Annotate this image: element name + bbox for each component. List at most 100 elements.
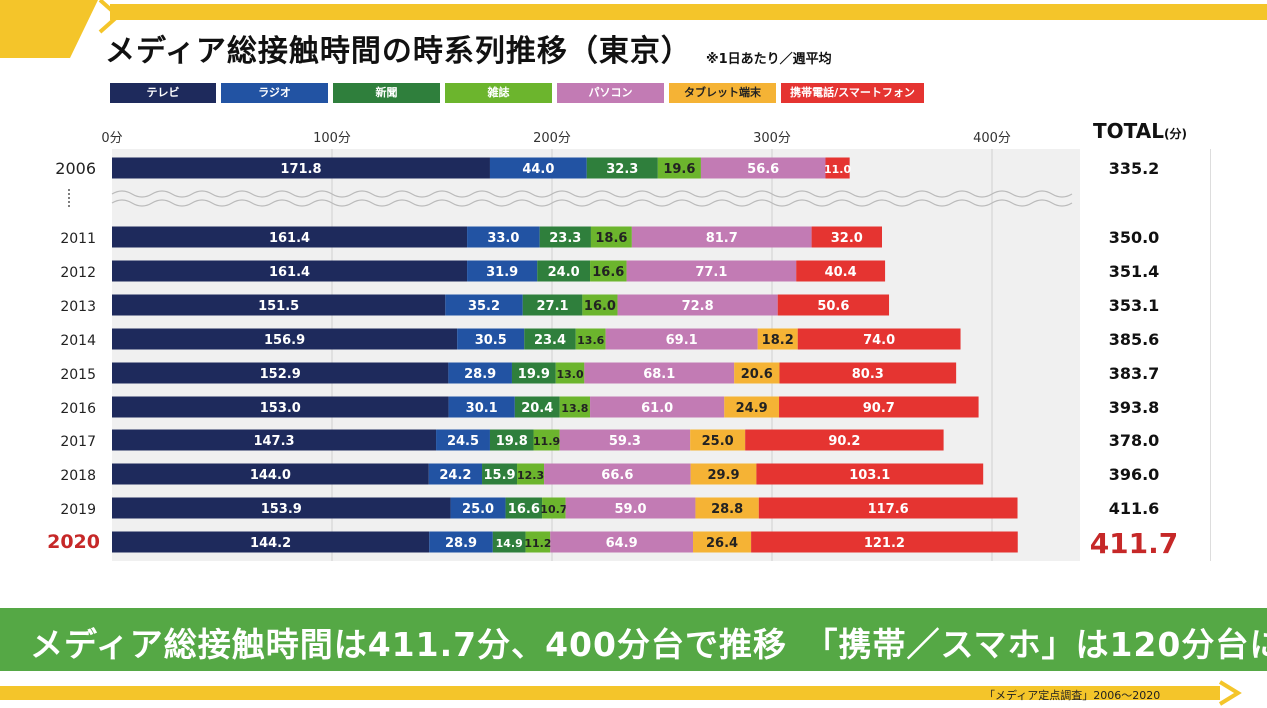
data-label: 144.2: [250, 536, 291, 551]
data-label: 90.7: [863, 401, 895, 416]
axis-break-line: [111, 190, 1073, 198]
data-label: 29.9: [707, 468, 739, 483]
total-value: 393.8: [1109, 398, 1160, 417]
data-label: 11.2: [524, 537, 551, 550]
data-label: 26.4: [706, 536, 738, 551]
data-label: 68.1: [643, 367, 675, 382]
chevron-right-icon: [1218, 680, 1242, 706]
data-label: 40.4: [825, 265, 857, 280]
summary-banner: [0, 608, 1267, 671]
bar-segment-pc: [605, 328, 758, 350]
bar-segment-magazine: [575, 328, 606, 350]
bar-segment-pc: [565, 497, 696, 519]
bar-segment-radio: [448, 396, 515, 418]
bar-segment-mobile: [745, 429, 944, 451]
legend-item-mobile: 携帯電話/スマートフォン: [781, 83, 924, 103]
year-label: 2012: [60, 265, 96, 281]
bar-segment-tv: [112, 362, 449, 384]
year-label: 2014: [60, 333, 96, 349]
total-value: 378.0: [1109, 431, 1160, 450]
year-label: 2018: [60, 468, 96, 484]
data-label: 161.4: [269, 265, 310, 280]
data-label: 19.8: [496, 434, 528, 449]
bar-segment-tablet: [693, 531, 752, 553]
data-label: 13.6: [577, 334, 604, 347]
bar-segment-radio: [436, 429, 490, 451]
bar-segment-radio: [450, 497, 506, 519]
total-header: TOTAL(分): [1093, 119, 1187, 143]
data-label: 156.9: [264, 333, 305, 348]
x-tick-label: 200分: [533, 131, 571, 146]
data-label: 77.1: [695, 265, 727, 280]
data-label: 152.9: [260, 367, 301, 382]
bar-segment-tv: [112, 157, 490, 179]
bar-segment-pc: [584, 362, 735, 384]
bar-segment-tv: [112, 294, 446, 316]
bar-segment-mobile: [779, 362, 957, 384]
data-label: 24.5: [447, 434, 479, 449]
total-value: 411.6: [1109, 499, 1160, 518]
data-label: 25.0: [462, 502, 494, 517]
data-label: 32.3: [606, 162, 638, 177]
bar-segment-tablet: [690, 463, 757, 485]
bar-segment-radio: [457, 328, 525, 350]
bar-segment-mobile: [779, 396, 979, 418]
data-label: 16.0: [584, 299, 616, 314]
summary-banner-text: メディア総接触時間は411.7分、400分台で推移 「携帯／スマホ」は120分台…: [30, 625, 1267, 664]
bar-segment-magazine: [525, 531, 551, 553]
bar-segment-mobile: [777, 294, 890, 316]
year-label: 2011: [60, 231, 96, 247]
data-label: 161.4: [269, 231, 310, 246]
data-label: 61.0: [641, 401, 673, 416]
plot-area: [112, 149, 1080, 561]
bar-segment-pc: [559, 429, 691, 451]
ellipsis-dot: [68, 193, 70, 195]
bar-segment-magazine: [517, 463, 545, 485]
data-label: 35.2: [468, 299, 500, 314]
bar-segment-newspaper: [524, 328, 576, 350]
data-label: 11.0: [824, 163, 851, 176]
bar-segment-tv: [112, 260, 468, 282]
data-label: 13.8: [561, 402, 588, 415]
bar-segment-magazine: [590, 226, 632, 248]
bar-segment-tablet: [757, 328, 798, 350]
year-label: 2015: [60, 367, 96, 383]
data-label: 14.9: [496, 537, 523, 550]
data-label: 33.0: [487, 231, 519, 246]
bar-segment-mobile: [751, 531, 1018, 553]
chart-subtitle: ※1日あたり／週平均: [706, 52, 832, 67]
data-label: 24.0: [548, 265, 580, 280]
bar-segment-radio: [445, 294, 523, 316]
legend-item-radio: ラジオ: [221, 83, 328, 103]
data-label: 15.9: [483, 468, 515, 483]
data-label: 13.0: [556, 368, 583, 381]
bar-segment-radio: [429, 531, 493, 553]
bar-segment-radio: [489, 157, 587, 179]
legend-item-tv: テレビ: [110, 83, 216, 103]
bar-segment-magazine: [657, 157, 701, 179]
data-label: 59.3: [609, 434, 641, 449]
bar-segment-radio: [428, 463, 483, 485]
bar-segment-tablet: [695, 497, 759, 519]
data-label: 11.9: [533, 435, 560, 448]
data-label: 66.6: [601, 468, 633, 483]
data-label: 59.0: [615, 502, 647, 517]
data-label: 72.8: [682, 299, 714, 314]
bar-segment-mobile: [797, 328, 961, 350]
bar-segment-newspaper: [586, 157, 658, 179]
bar-segment-magazine: [582, 294, 618, 316]
data-label: 31.9: [486, 265, 518, 280]
stacked-bar-chart: 0分 100分 200分 300分 400分 2006 171.8 44.0 32.3 19.6 5…: [47, 131, 1178, 561]
ellipsis-dot: [68, 201, 70, 203]
total-value: 385.6: [1109, 330, 1160, 349]
chart-title: メディア総接触時間の時系列推移（東京）: [105, 34, 692, 69]
data-label: 69.1: [666, 333, 698, 348]
data-label: 24.9: [736, 401, 768, 416]
data-label: 16.6: [592, 265, 624, 280]
data-label: 32.0: [831, 231, 863, 246]
bar-segment-newspaper: [511, 362, 556, 384]
bar-segment-magazine: [590, 260, 627, 282]
data-label: 44.0: [522, 162, 554, 177]
bar-segment-newspaper: [539, 226, 591, 248]
bar-segment-magazine: [555, 362, 585, 384]
